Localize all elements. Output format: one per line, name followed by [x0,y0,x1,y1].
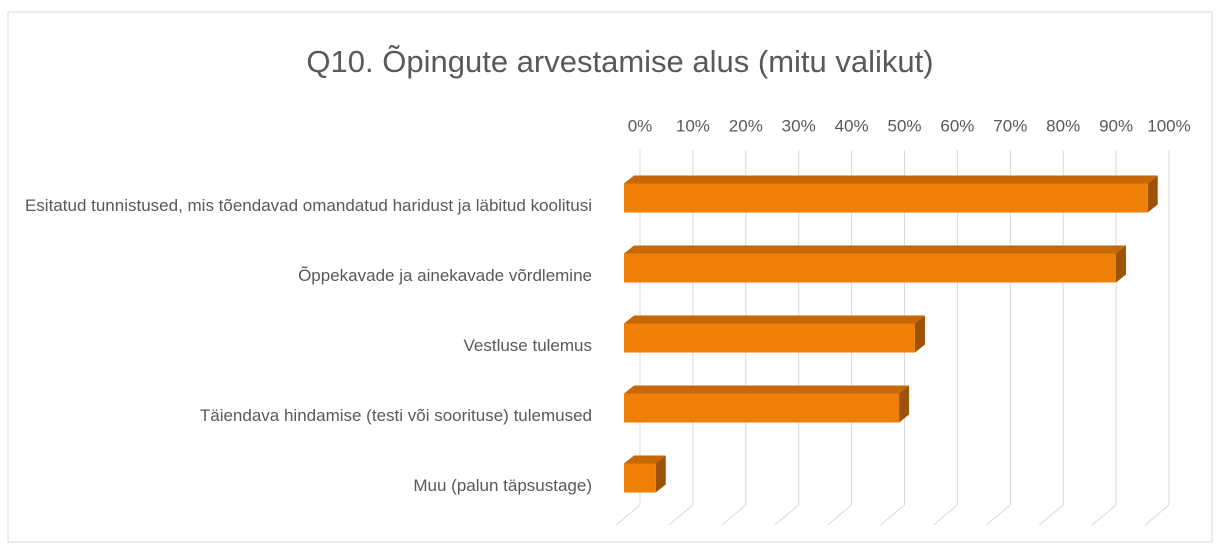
bar-side [1147,175,1158,213]
x-tick-label: 60% [940,116,974,135]
bar [624,253,1116,283]
bar [624,463,656,493]
bar [624,393,900,423]
grid-floor [774,504,800,526]
bar-side [655,455,666,493]
grid-floor [1038,504,1064,526]
x-tick-label: 80% [1046,116,1080,135]
bar-side [914,315,925,353]
x-tick-label: 90% [1099,116,1133,135]
bar-top [624,315,925,324]
chart-title: Q10. Õpingute arvestamise alus (mitu val… [306,44,933,79]
category-label: Õppekavade ja ainekavade võrdlemine [298,266,592,285]
bar-side [1115,245,1126,283]
category-label: Muu (palun täpsustage) [413,476,592,495]
bar-top [624,455,666,464]
x-tick-label: 0% [628,116,653,135]
grid-floor [615,504,641,526]
x-tick-label: 100% [1147,116,1190,135]
grid-floor [721,504,747,526]
grid-floor [1091,504,1117,526]
category-label: Esitatud tunnistused, mis tõendavad oman… [24,196,592,215]
x-tick-label: 20% [729,116,763,135]
grid-floor [668,504,694,526]
bar-top [624,385,910,394]
x-tick-label: 70% [993,116,1027,135]
grid-floor [827,504,852,526]
category-label: Täiendava hindamise (testi või soorituse… [199,406,592,425]
x-tick-label: 50% [887,116,921,135]
grid-floor [985,504,1011,526]
bar [624,323,915,353]
bar-top [624,245,1126,254]
category-label: Vestluse tulemus [463,336,592,355]
bar-side [899,385,910,423]
grid-floor [1144,504,1170,526]
x-tick-label: 10% [676,116,710,135]
x-tick-label: 30% [782,116,816,135]
bar-top [624,175,1158,184]
grid-floor [933,504,958,526]
bar [624,183,1148,213]
x-tick-label: 40% [835,116,869,135]
grid-floor [880,504,905,526]
